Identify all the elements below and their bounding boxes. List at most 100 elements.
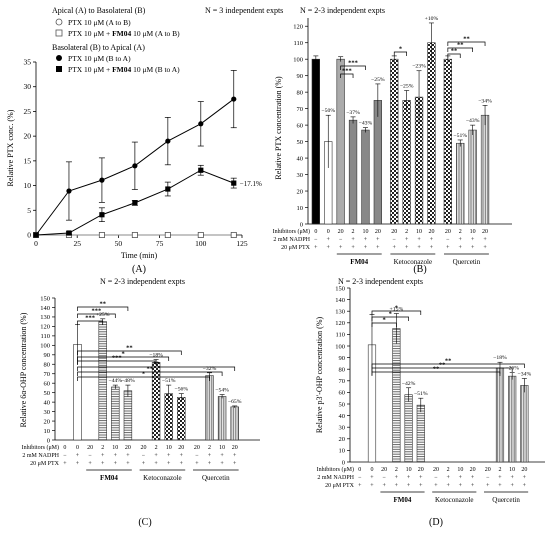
panel-b-y-tick-label: 30: [297, 172, 304, 179]
panel-d-row-cell: +: [419, 475, 423, 481]
panel-b-row-cell: −: [393, 237, 397, 243]
panel-d-row-cell: +: [370, 483, 374, 489]
panel-d-y-tick-label: 50: [339, 401, 346, 408]
panel-d-row-header: 20 μM PTX: [325, 483, 355, 489]
panel-a-x-tick-label: 100: [195, 239, 207, 248]
panel-c-y-tick-label: 130: [40, 314, 50, 321]
panel-d-row-cell: +: [459, 483, 463, 489]
panel-b-percent-label: −51%: [453, 133, 467, 139]
panel-a-point: [231, 96, 237, 102]
panel-d-row-cell: +: [395, 483, 399, 489]
panel-d-y-axis-label: Relative p3′-OHP concentration (%): [315, 317, 324, 434]
panel-a-point: [33, 232, 39, 238]
panel-a-annotation: −17.1%: [240, 180, 262, 188]
panel-d-significance-bracket: [371, 310, 422, 315]
panel-b-row-cell: +: [471, 237, 475, 243]
panel-b-row-cell: 20: [338, 229, 344, 235]
panel-c-significance-stars: ***: [112, 355, 122, 362]
panel-b-bar: [443, 58, 452, 225]
panel-b-row-cell: +: [483, 245, 487, 251]
panel-b-row-cell: +: [339, 245, 343, 251]
panel-a-point: [132, 163, 138, 169]
panel-b-percent-label: −25%: [400, 84, 414, 90]
panel-d-row-cell: −: [486, 475, 490, 481]
panel-b-group-label: FM04: [350, 258, 368, 266]
panel-c-significance-stars: **: [99, 301, 106, 308]
panel-b-row-cell: +: [459, 245, 463, 251]
panel-d-y-tick-label: 120: [335, 320, 345, 327]
panel-b-row-cell: +: [405, 237, 409, 243]
panel-b-row-cell: +: [327, 245, 331, 251]
panel-d-row-cell: 10: [457, 467, 463, 473]
panel-c-percent-label: −18%: [149, 353, 163, 359]
panel-c-row-cell: +: [180, 453, 184, 459]
panel-c-row-cell: 20: [232, 445, 238, 451]
panel-c-y-tick-label: 0: [47, 437, 50, 444]
panel-d-row-cell: +: [407, 483, 411, 489]
panel-c-significance-stars: *: [142, 371, 145, 378]
panel-b-bar: [390, 58, 399, 225]
panel-d-bar: [392, 328, 401, 463]
panel-c-row-cell: +: [220, 461, 224, 467]
panel-b-bar: [373, 100, 382, 225]
panel-d-row-cell: 20: [381, 467, 387, 473]
panel-b-percent-label: −43%: [466, 118, 480, 124]
panel-b-row-cell: +: [417, 237, 421, 243]
panel-a-point: [132, 200, 138, 206]
panel-c-significance-stars: **: [153, 361, 160, 368]
panel-c-row-cell: +: [208, 453, 212, 459]
panel-d-row-cell: +: [523, 475, 527, 481]
panel-c-row-cell: +: [167, 453, 171, 459]
panel-c-row-cell: −: [195, 453, 199, 459]
panel-b-row-cell: +: [376, 237, 380, 243]
panel-c-row-cell: +: [167, 461, 171, 467]
panel-d-row-cell: 10: [406, 467, 412, 473]
panel-b-significance-stars: ***: [342, 68, 352, 75]
panel-d-y-tick-label: 30: [339, 425, 346, 432]
panel-d-percent-label: −51%: [414, 391, 428, 397]
panel-c-percent-label: −65%: [228, 399, 242, 405]
panel-c-significance-bracket: [77, 313, 116, 318]
panel-d-y-tick-label: 0: [342, 459, 345, 466]
panel-a-legend-heading-1: Apical (A) to Basolateral (B): [52, 6, 146, 15]
panel-b-y-tick-label: 20: [297, 188, 304, 195]
panel-b-row-cell: +: [376, 245, 380, 251]
panel-b-significance-bracket: [447, 53, 461, 58]
panel-a-point: [164, 231, 171, 238]
panel-d-row-cell: +: [358, 483, 362, 489]
panel-b-y-tick-label: 40: [297, 155, 304, 162]
panel-d-y-tick-label: 60: [339, 390, 346, 397]
panel-d-row-cell: +: [407, 475, 411, 481]
panel-d-y-tick-label: 10: [339, 448, 346, 455]
panel-b-percent-label: −43%: [359, 121, 373, 127]
panel-a-point: [165, 138, 171, 144]
panel-d-percent-label: −34%: [518, 371, 532, 377]
panel-b-y-tick-label: 100: [293, 57, 303, 64]
panel-c-percent-label: −56%: [174, 387, 188, 393]
panel-c-percent-label: −54%: [215, 388, 229, 394]
panel-d-n-note: N = 2-3 independent expts: [338, 277, 423, 286]
panel-c-row-cell: −: [88, 453, 92, 459]
panel-c-bar: [98, 321, 107, 441]
panel-a-point: [98, 231, 105, 238]
panel-c-row-cell: +: [114, 461, 118, 467]
panel-a-line-chart: Apical (A) to Basolateral (B) N = 3 inde…: [6, 6, 283, 275]
panel-c-row-cell: +: [101, 453, 105, 459]
panel-a-point: [197, 231, 204, 238]
panel-b-y-tick-label: 120: [293, 24, 303, 31]
panel-b-bar: [468, 129, 477, 225]
panel-d-y-tick-label: 100: [335, 343, 345, 350]
panel-c-row-cell: 10: [219, 445, 225, 451]
panel-d-row-cell: +: [471, 483, 475, 489]
panel-d-row-cell: +: [459, 475, 463, 481]
panel-d-percent-label: −18%: [493, 355, 507, 361]
panel-d-row-cell: 0: [370, 467, 373, 473]
panel-d-row-cell: 0: [358, 467, 361, 473]
panel-d-significance-bracket: [371, 367, 513, 372]
panel-c-row-cell: +: [142, 461, 146, 467]
panel-a-legend-filled-circle: [56, 55, 62, 61]
panel-b-row-cell: +: [446, 245, 450, 251]
panel-c-y-tick-label: 80: [44, 362, 51, 369]
panel-c-bar: [177, 397, 186, 441]
panel-d-group-label: FM04: [394, 496, 412, 504]
